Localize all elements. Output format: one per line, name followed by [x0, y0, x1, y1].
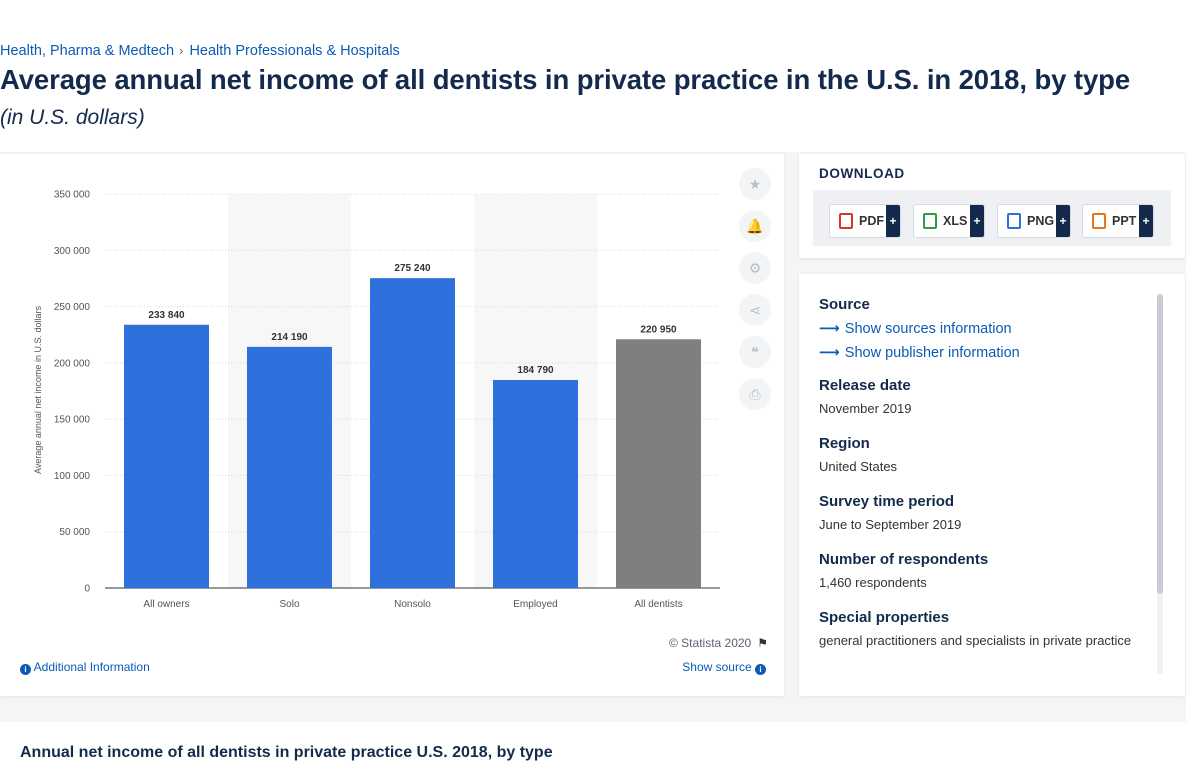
details-scrollbar-thumb[interactable] — [1157, 294, 1163, 594]
quote-icon: ❝ — [751, 343, 759, 360]
x-tick-label: All owners — [143, 599, 189, 610]
copyright-text: © Statista 2020 — [669, 636, 752, 650]
bar — [247, 346, 332, 588]
y-tick-label: 250 000 — [54, 302, 91, 313]
data-label: 220 950 — [640, 324, 677, 335]
y-tick-label: 350 000 — [54, 190, 91, 201]
additional-information-label: Additional Information — [33, 660, 150, 674]
arrow-right-icon: ⟶ — [819, 321, 840, 337]
png-file-icon — [1007, 213, 1021, 229]
breadcrumb-separator: › — [179, 43, 184, 58]
share-icon: ⋖ — [749, 301, 761, 318]
download-title: DOWNLOAD — [819, 166, 905, 181]
bar — [124, 324, 209, 588]
description-card: Annual net income of all dentists in pri… — [0, 722, 1186, 782]
y-tick-label: 100 000 — [54, 471, 91, 482]
respondents-value: 1,460 respondents — [819, 575, 927, 590]
plus-icon: + — [886, 205, 900, 237]
page-header: Health, Pharma & Medtech › Health Professi… — [0, 0, 1186, 152]
region-label: Region — [819, 435, 870, 452]
copyright: © Statista 2020 ⚑ — [669, 636, 768, 650]
pdf-file-icon — [839, 213, 853, 229]
quote-button[interactable]: ❝ — [739, 336, 771, 368]
download-buttons: PDF + XLS + PNG + PPT + — [813, 190, 1171, 246]
y-tick-label: 150 000 — [54, 415, 91, 426]
plus-icon: + — [1139, 205, 1153, 237]
survey-period-label: Survey time period — [819, 493, 955, 510]
show-publisher-link[interactable]: ⟶ Show publisher information — [819, 341, 1149, 365]
page-subtitle: (in U.S. dollars) — [0, 106, 145, 129]
show-source-link[interactable]: Show source i — [682, 660, 766, 675]
survey-period-value: June to September 2019 — [819, 517, 962, 532]
download-xls-button[interactable]: XLS + — [913, 204, 985, 238]
region-value: United States — [819, 459, 898, 474]
source-label: Source — [819, 296, 870, 313]
bar — [493, 379, 578, 588]
info-icon: i — [755, 664, 766, 675]
show-source-label: Show source — [682, 660, 752, 674]
special-properties-value: general practitioners and specialists in… — [819, 633, 1132, 648]
y-tick-label: 200 000 — [54, 358, 91, 369]
bar — [370, 278, 455, 588]
data-label: 233 840 — [148, 310, 185, 321]
show-sources-link[interactable]: ⟶ Show sources information — [819, 317, 1149, 341]
y-tick-label: 300 000 — [54, 246, 91, 257]
plus-icon: + — [1056, 205, 1070, 237]
y-axis-label: Average annual net income in U.S. dollar… — [33, 306, 43, 474]
xls-file-icon — [923, 213, 937, 229]
arrow-right-icon: ⟶ — [819, 345, 840, 361]
download-ppt-label: PPT — [1112, 214, 1137, 228]
download-pdf-button[interactable]: PDF + — [829, 204, 901, 238]
description-title: Annual net income of all dentists in pri… — [20, 744, 553, 761]
download-pdf-label: PDF — [859, 214, 884, 228]
breadcrumb-item-health-professionals[interactable]: Health Professionals & Hospitals — [189, 43, 400, 59]
download-png-button[interactable]: PNG + — [997, 204, 1071, 238]
respondents-label: Number of respondents — [819, 551, 989, 568]
release-date-value: November 2019 — [819, 401, 912, 416]
print-button[interactable]: ⎙ — [739, 378, 771, 410]
bar — [616, 339, 701, 588]
chart-toolbar: ★ 🔔 ⚙ ⋖ ❝ ⎙ — [739, 168, 771, 420]
page-title: Average annual net income of all dentist… — [0, 64, 1131, 95]
x-tick-label: Solo — [279, 599, 299, 610]
data-label: 214 190 — [271, 332, 308, 343]
gear-icon: ⚙ — [748, 259, 762, 276]
breadcrumb-item-health[interactable]: Health, Pharma & Medtech — [0, 43, 175, 59]
star-icon: ★ — [748, 175, 762, 192]
additional-information-link[interactable]: i Additional Information — [20, 660, 150, 675]
star-button[interactable]: ★ — [739, 168, 771, 200]
download-ppt-button[interactable]: PPT + — [1082, 204, 1154, 238]
x-tick-label: Employed — [513, 599, 557, 610]
show-publisher-label: Show publisher information — [844, 345, 1020, 361]
gear-button[interactable]: ⚙ — [739, 252, 771, 284]
share-button[interactable]: ⋖ — [739, 294, 771, 326]
chart-card: 0 50 000 100 000 150 000 200 000 250 000 300 0… — [0, 154, 784, 696]
release-date-label: Release date — [819, 377, 911, 394]
statistic-details-card: Source ⟶ Show sources information ⟶ Show p… — [799, 274, 1185, 696]
data-label: 275 240 — [394, 263, 431, 274]
bell-icon: 🔔 — [746, 217, 764, 234]
download-card: DOWNLOAD PDF + XLS + PNG + PPT + — [799, 154, 1185, 258]
y-tick-label: 0 — [84, 584, 90, 595]
x-tick-label: All dentists — [634, 599, 682, 610]
info-icon: i — [20, 664, 31, 675]
x-tick-label: Nonsolo — [394, 599, 431, 610]
download-png-label: PNG — [1027, 214, 1055, 228]
breadcrumb: Health, Pharma & Medtech › Health Professi… — [0, 43, 400, 59]
print-icon: ⎙ — [749, 385, 761, 402]
ppt-file-icon — [1092, 213, 1106, 229]
flag-icon[interactable]: ⚑ — [757, 636, 768, 650]
plus-icon: + — [970, 205, 984, 237]
show-sources-label: Show sources information — [844, 321, 1012, 337]
download-xls-label: XLS — [943, 214, 968, 228]
special-properties-label: Special properties — [819, 609, 950, 626]
data-label: 184 790 — [517, 365, 554, 376]
bar-chart: 0 50 000 100 000 150 000 200 000 250 000 300 0… — [33, 190, 720, 610]
y-tick-label: 50 000 — [59, 527, 90, 538]
bell-button[interactable]: 🔔 — [739, 210, 771, 242]
